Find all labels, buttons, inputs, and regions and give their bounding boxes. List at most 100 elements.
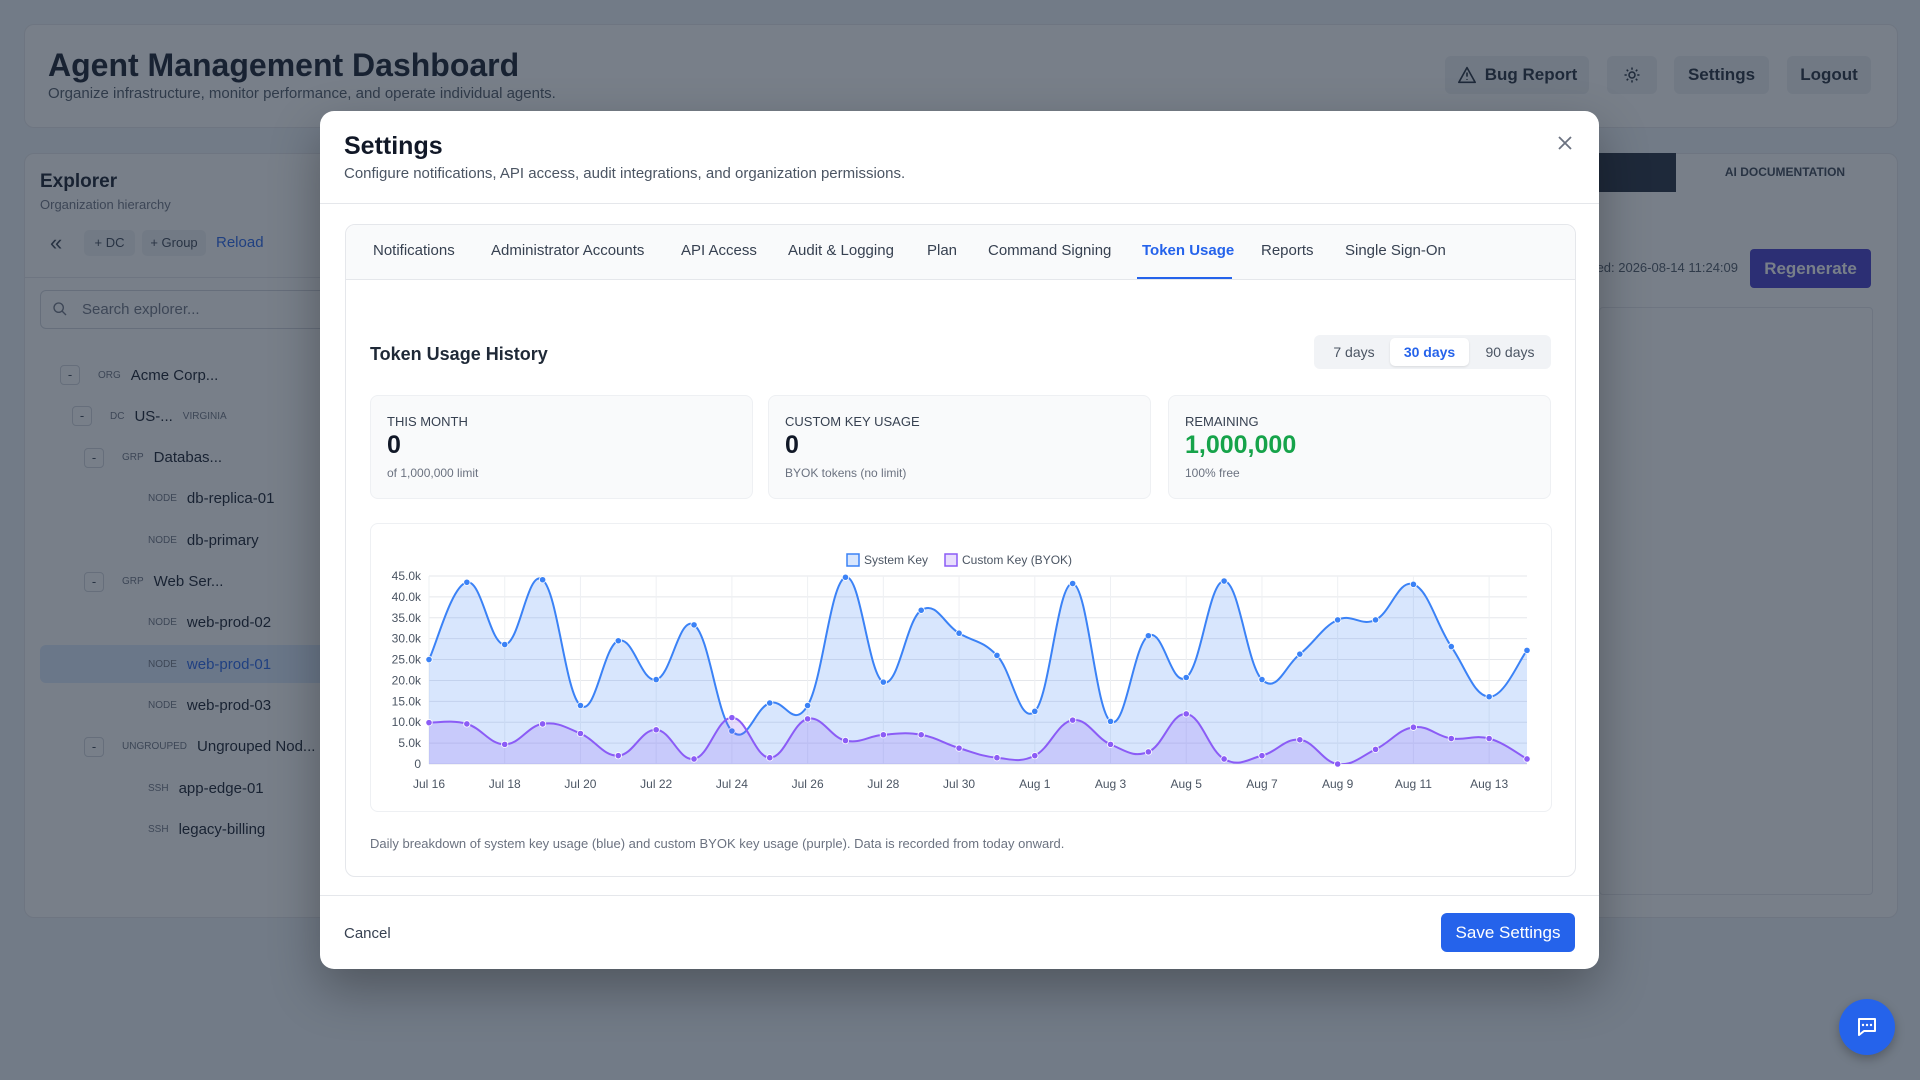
data-point	[879, 678, 887, 686]
data-point	[690, 755, 698, 763]
stat-note: BYOK tokens (no limit)	[785, 466, 907, 480]
token-chart: 0 5.0k 10.0k 15.0k 20.0k 25.0k 30.0k 35.0k 40.0k…	[392, 553, 1531, 791]
data-point	[1409, 723, 1418, 731]
settings-tab[interactable]: Administrator Accounts	[491, 242, 645, 259]
y-tick-label: 5.0k	[398, 736, 422, 750]
data-point	[955, 744, 963, 752]
data-point	[1220, 755, 1228, 763]
y-tick-label: 20.0k	[392, 673, 422, 687]
data-point	[1144, 632, 1152, 640]
data-point	[1031, 707, 1039, 715]
data-point	[1069, 716, 1077, 724]
settings-tab[interactable]: API Access	[681, 242, 757, 259]
x-tick-label: Jul 20	[564, 777, 596, 791]
data-point	[1296, 736, 1304, 744]
data-point	[728, 727, 736, 735]
data-point	[1447, 734, 1455, 743]
close-button[interactable]	[1553, 131, 1577, 155]
stat-card: CUSTOM KEY USAGE 0 BYOK tokens (no limit)	[768, 395, 1151, 499]
data-point	[614, 637, 622, 645]
data-point	[879, 731, 887, 739]
stat-note: 100% free	[1185, 466, 1240, 480]
x-tick-label: Aug 5	[1171, 777, 1203, 791]
data-point	[690, 621, 698, 629]
series-line	[429, 576, 1527, 736]
range-option[interactable]: 90 days	[1485, 344, 1535, 360]
data-point	[766, 699, 774, 707]
data-point	[1523, 646, 1531, 654]
stat-value: 1,000,000	[1185, 431, 1297, 459]
data-point	[425, 719, 433, 727]
data-point	[1334, 760, 1342, 768]
settings-tab[interactable]: Token Usage	[1142, 242, 1235, 259]
data-point	[955, 629, 963, 637]
data-point	[1106, 717, 1115, 725]
data-point	[993, 651, 1001, 659]
settings-tab[interactable]: Plan	[927, 242, 958, 259]
stat-note: of 1,000,000 limit	[387, 466, 479, 480]
data-point	[463, 720, 471, 728]
range-option[interactable]: 7 days	[1333, 344, 1375, 360]
stat-value: 0	[785, 431, 799, 459]
y-tick-label: 0	[414, 757, 421, 771]
chat-button[interactable]	[1839, 999, 1895, 1055]
chart-box	[370, 523, 1552, 812]
section-title: Token Usage History	[370, 344, 548, 364]
data-point	[728, 714, 736, 722]
data-point	[1485, 734, 1493, 743]
settings-tab[interactable]: Single Sign-On	[1345, 242, 1446, 259]
stat-label: REMAINING	[1185, 414, 1259, 429]
settings-tab[interactable]: Notifications	[373, 242, 455, 259]
y-tick-label: 45.0k	[392, 569, 422, 583]
data-point	[576, 729, 585, 738]
x-tick-label: Jul 22	[640, 777, 672, 791]
header-divider	[320, 203, 1599, 204]
data-point	[463, 578, 471, 586]
range-toggle: 7 days 30 days 90 days	[1314, 335, 1551, 369]
x-tick-label: Jul 18	[489, 777, 521, 791]
data-point	[652, 726, 660, 734]
cancel-button[interactable]: Cancel	[344, 925, 391, 942]
x-tick-label: Aug 13	[1470, 777, 1508, 791]
data-point	[576, 701, 585, 710]
x-tick-label: Jul 30	[943, 777, 975, 791]
tabs-bar	[346, 225, 1575, 280]
settings-tab[interactable]: Command Signing	[988, 242, 1112, 259]
data-point	[1258, 752, 1266, 760]
data-point	[841, 737, 850, 745]
data-point	[538, 576, 547, 584]
settings-tab[interactable]: Reports	[1261, 242, 1314, 259]
y-tick-label: 35.0k	[392, 611, 422, 625]
y-tick-label: 25.0k	[392, 653, 422, 667]
x-tick-label: Aug 9	[1322, 777, 1354, 791]
data-point	[425, 655, 433, 664]
data-point	[1258, 676, 1266, 684]
data-point	[804, 701, 812, 710]
data-point	[1106, 740, 1115, 748]
settings-tab[interactable]: Audit & Logging	[788, 242, 894, 259]
data-point	[1523, 755, 1531, 763]
data-point	[766, 754, 774, 762]
data-point	[1371, 616, 1380, 624]
x-tick-label: Jul 16	[413, 777, 445, 791]
settings-card: Notifications Administrator Accounts API A…	[345, 224, 1576, 877]
data-point	[1220, 577, 1228, 585]
data-point	[614, 752, 622, 760]
y-tick-label: 15.0k	[392, 694, 422, 708]
data-point	[841, 573, 850, 581]
save-button[interactable]: Save Settings	[1441, 913, 1575, 952]
x-tick-label: Aug 3	[1095, 777, 1127, 791]
data-point	[1371, 745, 1380, 753]
y-tick-label: 30.0k	[392, 632, 422, 646]
range-option[interactable]: 30 days	[1390, 338, 1469, 366]
legend-swatch	[944, 553, 958, 567]
data-point	[501, 640, 509, 649]
data-point	[1144, 748, 1152, 756]
data-point	[1031, 752, 1039, 760]
data-point	[538, 720, 547, 728]
stat-card: THIS MONTH 0 of 1,000,000 limit	[370, 395, 753, 499]
data-point	[652, 676, 660, 684]
stat-label: CUSTOM KEY USAGE	[785, 414, 920, 429]
x-tick-label: Jul 26	[792, 777, 824, 791]
